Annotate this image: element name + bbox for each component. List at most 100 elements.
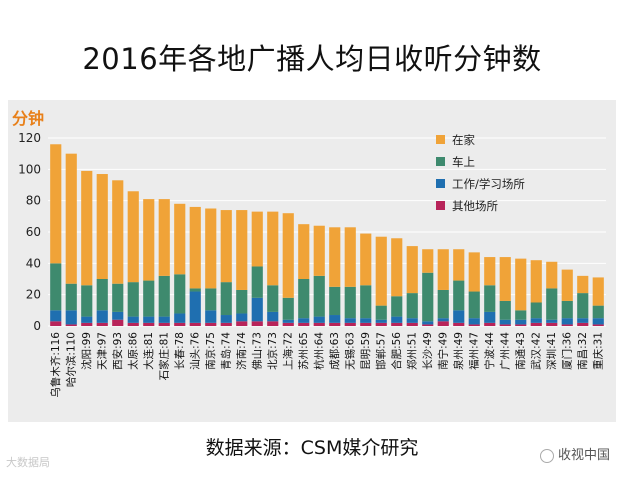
x-tick-label: 长春:78 [174, 332, 186, 370]
bar-segment [143, 322, 155, 326]
data-source-caption: 数据来源：CSM媒介研究 [205, 437, 419, 459]
bar-segment [112, 180, 124, 284]
bar-segment [561, 300, 573, 319]
bar-segment [298, 322, 310, 326]
bar-segment [484, 257, 496, 286]
bar-segment [112, 283, 124, 312]
x-tick-label: 武汉:42 [529, 332, 542, 370]
watermark-left: 大数据局 [6, 456, 50, 469]
y-tick-label: 40 [26, 256, 41, 270]
x-tick-label: 上海:72 [281, 332, 294, 370]
bar-segment [50, 321, 62, 326]
y-tick-label: 20 [26, 288, 41, 302]
bar-segment [205, 208, 217, 289]
bar-segment [96, 174, 108, 279]
x-tick-label: 沈阳:99 [80, 332, 93, 370]
axes: 分钟 0 20 40 60 80 100 120 乌鲁木齐:116 哈尔滨:110 沈阳:99 天津:… [12, 109, 604, 398]
bar-segment [236, 321, 248, 326]
bar-segment [189, 206, 201, 289]
x-tick-label: 郑州:51 [405, 332, 418, 370]
bar-segment [468, 291, 480, 319]
watermark-right-text: 收视中国 [557, 448, 610, 463]
x-tick-label: 佛山:73 [250, 332, 263, 370]
bar-segment [391, 322, 403, 326]
bar-segment [220, 282, 232, 316]
bar-segment [127, 282, 139, 317]
bar-segment [65, 283, 77, 311]
bar-segment [546, 322, 558, 326]
y-tick-label: 80 [26, 194, 41, 208]
bar-segment [205, 288, 217, 311]
bar-segment [329, 315, 341, 323]
bar-segment [530, 318, 542, 323]
bar-segment [360, 233, 372, 286]
x-tick-label: 济南:74 [235, 332, 248, 370]
bar-segment [406, 246, 418, 294]
bar-segment [422, 324, 434, 326]
legend-label: 车上 [452, 155, 475, 169]
bar-segment [592, 277, 604, 306]
bar-segment [375, 236, 387, 306]
bar-segment [267, 321, 279, 326]
bar-segment [282, 213, 294, 298]
bar-segment [205, 310, 217, 323]
bar-segment [344, 318, 356, 323]
bar-segment [422, 249, 434, 273]
x-tick-label: 重庆:31 [591, 332, 604, 370]
bar-segment [251, 297, 263, 322]
bar-segment [530, 302, 542, 319]
bar-segment [251, 266, 263, 298]
bar-segment [577, 318, 589, 323]
bar-segment [127, 322, 139, 326]
y-axis-unit-label: 分钟 [12, 109, 44, 128]
bar-segment [81, 322, 93, 326]
bar-segment [96, 310, 108, 323]
legend-swatch [436, 179, 445, 188]
bar-segment [158, 322, 170, 326]
bar-segment [329, 286, 341, 316]
bar-segment [313, 316, 325, 323]
bar-segment [577, 275, 589, 294]
bar-segment [189, 322, 201, 326]
bar-segment [577, 322, 589, 326]
bar-segment [360, 318, 372, 323]
x-tick-label: 南昌:32 [576, 332, 589, 370]
bar-segment [453, 322, 465, 326]
bar-segment [344, 286, 356, 319]
x-tick-label: 成都:63 [329, 332, 341, 370]
bar-segment [530, 260, 542, 303]
bar-segment [406, 322, 418, 326]
bar-segment [50, 310, 62, 322]
bar-segment [282, 322, 294, 326]
y-tick-label: 0 [33, 319, 41, 333]
bar-segment [174, 313, 186, 323]
wechat-icon [539, 448, 554, 463]
bar-segment [406, 293, 418, 319]
x-tick-label: 大连:81 [142, 332, 155, 370]
legend-label: 在家 [452, 133, 475, 147]
bar-segment [561, 318, 573, 325]
bar-segment [65, 324, 77, 326]
x-tick-label: 昆明:59 [360, 332, 372, 370]
x-tick-label: 南通:43 [514, 332, 527, 370]
bar-segment [127, 316, 139, 323]
bar-segment [391, 316, 403, 323]
x-tick-label: 南京:75 [204, 332, 217, 370]
bar-segment [391, 296, 403, 317]
bar-segment [236, 210, 248, 290]
bar-segment [50, 144, 62, 264]
stacked-bar-chart: 分钟 0 20 40 60 80 100 120 乌鲁木齐:116 哈尔滨:110 沈阳:99 天津:… [12, 109, 606, 398]
x-tick-label: 深圳:41 [546, 332, 558, 370]
bar-segment [220, 322, 232, 326]
legend-swatch [436, 157, 445, 166]
bar-segment [50, 263, 62, 311]
bar-segment [515, 319, 527, 325]
bar-segment [437, 318, 449, 322]
x-tick-label: 合肥:56 [390, 332, 403, 370]
x-tick-label: 太原:86 [126, 332, 139, 370]
x-tick-label: 泉州:49 [452, 332, 465, 370]
chart-title: 2016年各地广播人均日收听分钟数 [82, 42, 542, 76]
bar-segment [592, 324, 604, 326]
bar-segment [143, 280, 155, 317]
y-tick-label: 100 [18, 162, 41, 176]
